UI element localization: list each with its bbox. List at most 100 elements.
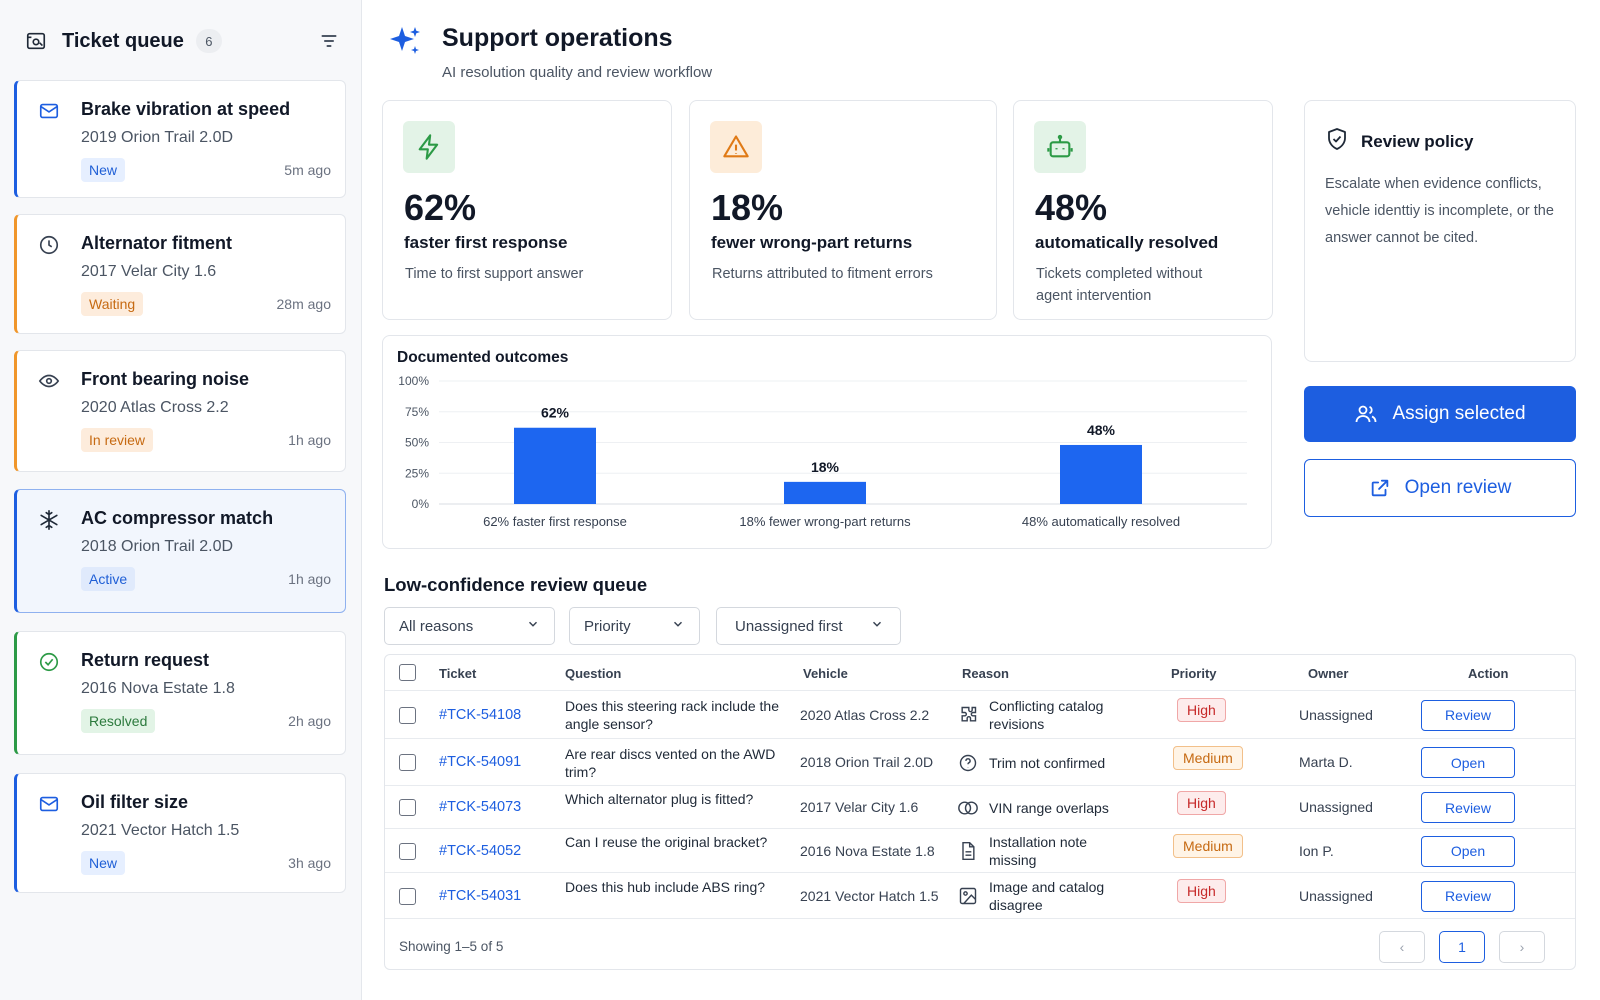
row-checkbox[interactable]	[399, 842, 416, 860]
question-text: Which alternator plug is fitted?	[565, 790, 754, 807]
image-icon	[957, 885, 979, 907]
row-checkbox[interactable]	[399, 887, 416, 905]
priority-badge: High	[1177, 698, 1226, 722]
ticket-card-selected[interactable]: AC compressor match 2018 Orion Trail 2.0…	[14, 489, 346, 613]
review-queue-table: Ticket Question Vehicle Reason Priority …	[384, 654, 1576, 970]
kpi-value: 18%	[711, 187, 784, 228]
owner-text: Marta D.	[1299, 754, 1353, 770]
select-all-checkbox[interactable]	[399, 664, 416, 681]
ticket-title: AC compressor match	[81, 508, 274, 528]
kpi-card: 62% faster first response Time to first …	[382, 100, 672, 320]
ticket-card[interactable]: Alternator fitment 2017 Velar City 1.6 W…	[14, 214, 346, 334]
sparkle-icon	[388, 24, 422, 58]
row-checkbox[interactable]	[399, 799, 416, 816]
ticket-card[interactable]: Brake vibration at speed 2019 Orion Trai…	[14, 80, 346, 198]
ticket-queue-icon	[24, 29, 48, 53]
vehicle-text: 2020 Atlas Cross 2.2	[800, 706, 930, 723]
status-badge: New	[81, 158, 126, 182]
ticket-title: Front bearing noise	[81, 369, 250, 389]
row-action-button[interactable]: Open	[1421, 835, 1515, 867]
snowflake-icon	[37, 508, 61, 532]
status-badge: New	[81, 851, 126, 875]
assign-selected-button[interactable]: Assign selected	[1304, 386, 1576, 442]
x-category-label: 62% faster first response	[483, 514, 627, 529]
assign-selected-label: Assign selected	[1392, 403, 1526, 424]
column-header: Reason	[962, 666, 1009, 681]
table-row[interactable]: #TCK-54052 Can I reuse the original brac…	[385, 829, 1575, 873]
ticket-vehicle: 2020 Atlas Cross 2.2	[81, 399, 229, 416]
table-header-row: Ticket Question Vehicle Reason Priority …	[385, 655, 1575, 691]
ticket-card[interactable]: Front bearing noise 2020 Atlas Cross 2.2…	[14, 350, 346, 472]
table-row[interactable]: #TCK-54091 Are rear discs vented on the …	[385, 739, 1575, 786]
reason-filter-dropdown[interactable]: All reasons	[384, 607, 555, 645]
x-category-label: 18% fewer wrong-part returns	[739, 514, 911, 529]
x-category-label: 48% automatically resolved	[1022, 514, 1180, 529]
chevron-right-icon: ›	[1519, 939, 1525, 955]
priority-badge: Medium	[1173, 834, 1243, 858]
review-queue-title: Low-confidence review queue	[384, 574, 648, 595]
table-row[interactable]: #TCK-54108 Does this steering rack inclu…	[385, 691, 1575, 739]
review-policy-card: Review policy Escalate when evidence con…	[1304, 100, 1576, 362]
outcomes-chart-card: Documented outcomes 100% 75% 50% 25% 0% 62% 62…	[382, 335, 1272, 549]
row-action-button[interactable]: Open	[1421, 747, 1515, 778]
priority-badge: Medium	[1173, 745, 1243, 770]
priority-filter-dropdown[interactable]: Priority	[569, 607, 700, 645]
ticket-vehicle: 2017 Velar City 1.6	[81, 263, 217, 280]
chevron-down-icon	[671, 617, 685, 635]
next-page-button[interactable]: ›	[1499, 931, 1545, 963]
open-review-button[interactable]: Open review	[1304, 459, 1576, 517]
row-action-button[interactable]: Review	[1421, 792, 1515, 823]
row-action-button[interactable]: Review	[1421, 880, 1515, 912]
page-number-button[interactable]: 1	[1439, 931, 1485, 963]
ticket-title: Alternator fitment	[81, 233, 233, 253]
puzzle-icon	[957, 704, 979, 726]
ticket-id-link[interactable]: #TCK-54031	[439, 887, 522, 904]
main-panel: Support operations AI resolution quality…	[362, 0, 1600, 1000]
ticket-id-link[interactable]: #TCK-54052	[439, 842, 522, 859]
owner-text: Unassigned	[1299, 887, 1373, 904]
owner-text: Unassigned	[1299, 799, 1373, 815]
row-action-button[interactable]: Review	[1421, 699, 1515, 731]
dropdown-value: Unassigned first	[735, 617, 843, 635]
ticket-id-link[interactable]: #TCK-54108	[439, 706, 522, 723]
ticket-time: 1h ago	[288, 571, 331, 587]
bar-data-label: 48%	[1087, 422, 1116, 438]
owner-text: Ion P.	[1299, 842, 1334, 859]
ticket-vehicle: 2018 Orion Trail 2.0D	[81, 538, 234, 555]
column-header: Ticket	[439, 666, 477, 681]
reason-cell: Conflicting catalog revisions	[957, 697, 1129, 733]
ticket-card[interactable]: Return request 2016 Nova Estate 1.8 Reso…	[14, 631, 346, 755]
table-row[interactable]: #TCK-54031 Does this hub include ABS rin…	[385, 873, 1575, 919]
question-text: Are rear discs vented on the AWD trim?	[565, 745, 776, 780]
policy-text: Escalate when evidence conflicts, vehicl…	[1325, 176, 1554, 246]
dropdown-value: Priority	[584, 617, 631, 635]
kpi-label: automatically resolved	[1035, 233, 1219, 252]
column-header: Vehicle	[803, 666, 848, 681]
reason-text: Installation note missing	[989, 834, 1088, 868]
chevron-left-icon: ‹	[1399, 939, 1405, 955]
column-header: Action	[1468, 666, 1509, 681]
table-row[interactable]: #TCK-54073 Which alternator plug is fitt…	[385, 786, 1575, 829]
ticket-title: Brake vibration at speed	[81, 99, 291, 119]
ticket-title: Return request	[81, 650, 210, 670]
ticket-card[interactable]: Oil filter size 2021 Vector Hatch 1.5 Ne…	[14, 773, 346, 893]
prev-page-button[interactable]: ‹	[1379, 931, 1425, 963]
ticket-id-link[interactable]: #TCK-54091	[439, 754, 522, 770]
kpi-value: 62%	[404, 187, 477, 228]
kpi-description: Time to first support answer	[405, 266, 584, 282]
bar	[1060, 444, 1142, 504]
kpi-card: 48% automatically resolved Tickets compl…	[1013, 100, 1273, 320]
ticket-count-badge: 6	[195, 29, 222, 53]
overlap-icon	[957, 797, 979, 819]
row-checkbox[interactable]	[399, 754, 416, 771]
owner-sort-dropdown[interactable]: Unassigned first	[716, 607, 901, 645]
ticket-id-link[interactable]: #TCK-54073	[439, 799, 522, 815]
row-checkbox[interactable]	[399, 706, 416, 724]
kpi-label: faster first response	[404, 233, 568, 252]
question-text: Does this hub include ABS ring?	[565, 879, 766, 895]
kpi-value: 48%	[1035, 187, 1108, 228]
ticket-time: 5m ago	[284, 162, 331, 178]
filter-icon[interactable]	[316, 28, 342, 54]
y-tick-label: 100%	[398, 374, 429, 388]
